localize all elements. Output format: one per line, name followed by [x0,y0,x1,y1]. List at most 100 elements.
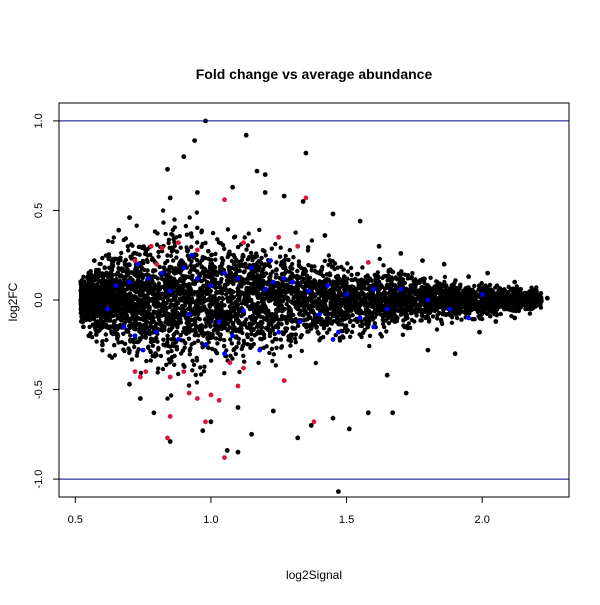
data-point [346,297,350,301]
data-point [369,279,373,283]
data-point [192,328,196,332]
data-point [268,334,272,338]
data-point [248,286,252,290]
data-point [162,313,166,317]
data-point [442,311,446,315]
data-point [115,305,119,309]
data-point [322,308,326,312]
data-point [291,255,295,259]
data-point [378,257,382,261]
data-point [328,288,332,292]
data-point [188,306,192,310]
data-point [166,312,170,316]
data-point [234,260,238,264]
data-point [127,351,131,355]
data-point [179,306,183,310]
data-point [287,311,291,315]
data-point [188,352,192,356]
data-point [455,316,459,320]
data-point [187,337,191,341]
data-point [256,361,260,365]
data-point [306,276,310,280]
data-point [355,272,359,276]
data-point [350,330,354,334]
data-point [368,334,372,338]
data-point [332,291,336,295]
data-point [118,258,122,262]
data-point [189,259,193,263]
data-point [162,305,166,309]
data-point [203,241,207,245]
data-point [202,369,206,373]
data-point [194,373,198,377]
data-point [353,289,357,293]
data-point [334,285,338,289]
data-point [122,238,126,242]
data-point [376,270,380,274]
data-point [222,344,226,348]
data-point [187,383,191,387]
data-point [148,305,152,309]
x-tick-label: 0.5 [68,514,83,526]
data-point [340,322,344,326]
data-point [196,333,200,337]
data-point [240,301,244,305]
data-point [121,347,125,351]
data-point [174,255,178,259]
data-point [350,313,354,317]
data-point [202,332,206,336]
data-point [288,248,292,252]
y-axis-label: log2FC [6,282,20,321]
data-point [263,296,267,300]
y-tick-label: -1.0 [33,470,45,489]
data-point [335,315,339,319]
data-point [271,269,275,273]
data-point [199,271,203,275]
data-point [383,287,387,291]
data-point [199,245,203,249]
data-point [349,266,353,270]
data-point [489,299,493,303]
data-point [245,342,249,346]
data-point [310,238,314,242]
data-point [200,265,204,269]
data-point [246,304,250,308]
data-point [111,263,115,267]
data-point [93,326,97,330]
data-point [318,284,322,288]
data-point [300,333,304,337]
data-point [286,316,290,320]
data-point [305,311,309,315]
data-point [156,284,160,288]
data-point [422,276,426,280]
data-point [202,365,206,369]
data-point [174,294,178,298]
data-point [124,258,128,262]
data-point [259,326,263,330]
data-point [316,330,320,334]
data-point [394,276,398,280]
data-point [132,345,136,349]
data-point [262,280,266,284]
data-point [199,301,203,305]
data-point [188,215,192,219]
data-point [336,266,340,270]
data-point [169,393,173,397]
data-point [260,306,264,310]
data-point [196,316,200,320]
x-tick-label: 1.0 [203,514,218,526]
data-point [94,332,98,336]
data-point [473,294,477,298]
data-point [268,295,272,299]
data-point [295,269,299,273]
data-point [231,321,235,325]
data-point [193,320,197,324]
data-point [174,281,178,285]
data-point [274,260,278,264]
data-point [527,290,531,294]
data-point [154,304,158,308]
data-point [310,268,314,272]
data-point [409,276,413,280]
data-point [485,286,489,290]
data-point [135,321,139,325]
